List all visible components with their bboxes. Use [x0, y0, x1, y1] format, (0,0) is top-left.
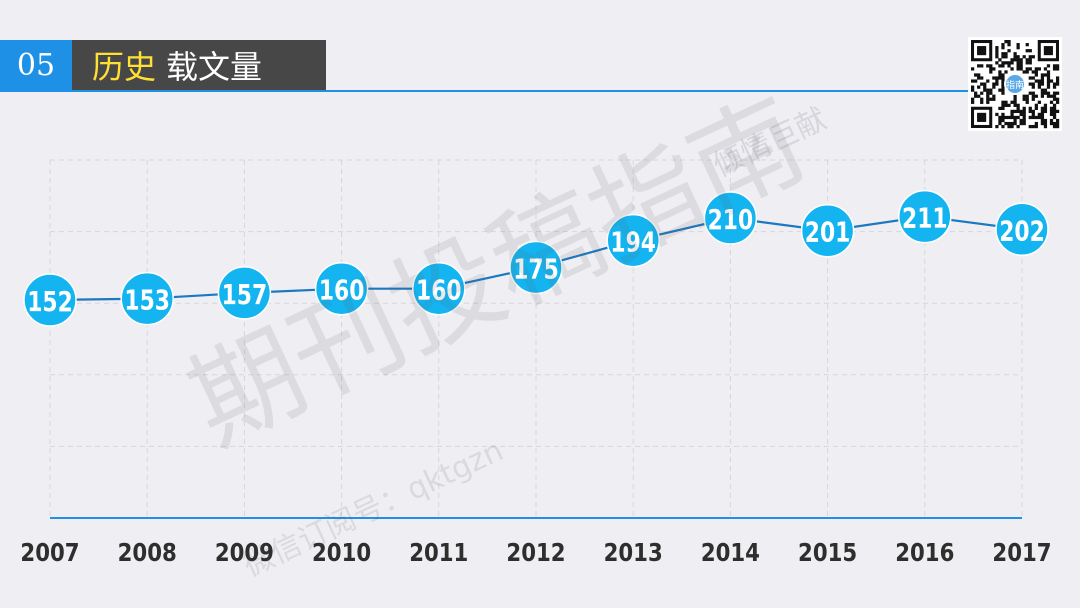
header-underline	[0, 90, 1024, 92]
data-point	[703, 191, 758, 245]
x-tick-label: 2016	[895, 538, 954, 567]
data-point	[509, 240, 563, 295]
data-point	[898, 189, 952, 244]
data-label: 175	[513, 253, 559, 285]
data-point	[314, 261, 369, 316]
x-tick-label: 2013	[604, 538, 663, 567]
section-number: 05	[0, 40, 72, 90]
x-tick-label: 2012	[506, 538, 565, 567]
data-point	[217, 266, 272, 320]
x-tick-label: 2009	[215, 538, 274, 567]
x-tick-label: 2007	[20, 538, 79, 567]
data-point	[412, 261, 466, 316]
x-tick-label: 2015	[798, 538, 857, 567]
title-highlight: 历史	[92, 48, 157, 86]
x-tick-label: 2011	[409, 538, 468, 567]
x-tick-label: 2008	[118, 538, 177, 567]
x-tick-label: 2010	[312, 538, 371, 567]
data-label: 194	[610, 226, 656, 258]
title-rest: 载文量	[166, 48, 263, 86]
data-label: 157	[222, 278, 268, 310]
data-label: 211	[902, 202, 948, 234]
data-label: 202	[999, 215, 1045, 247]
section-header: 05 历史 载文量	[0, 40, 326, 90]
qr-center-label: 指南	[1006, 79, 1024, 91]
x-tick-label: 2014	[701, 538, 760, 567]
data-point	[800, 203, 855, 258]
data-point	[606, 213, 660, 268]
data-point	[23, 273, 77, 327]
data-label: 153	[124, 284, 170, 316]
data-label: 160	[416, 274, 462, 306]
data-label: 210	[708, 203, 754, 235]
x-tick-label: 2017	[992, 538, 1051, 567]
data-label: 152	[27, 285, 73, 317]
data-point	[995, 202, 1049, 257]
qr-code: 指南	[968, 37, 1062, 131]
section-title: 历史 载文量	[72, 40, 326, 90]
data-label: 160	[319, 274, 365, 306]
qr-code-icon: 指南	[971, 40, 1060, 129]
data-point	[120, 271, 174, 326]
data-label: 201	[805, 216, 851, 248]
